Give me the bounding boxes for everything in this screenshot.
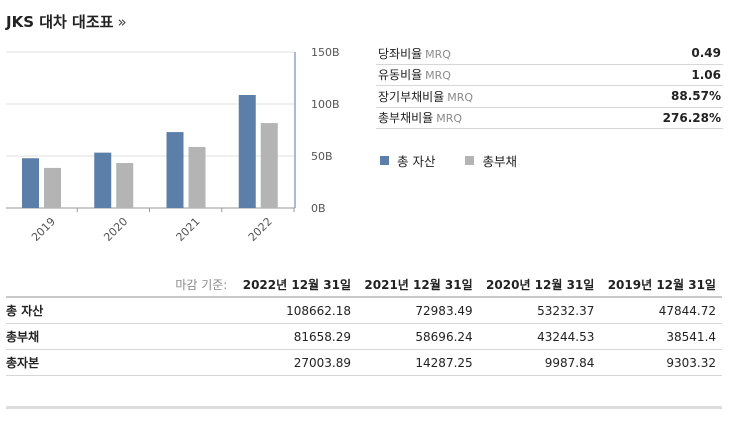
ratio-row-quick: 당좌비율 MRQ 0.49: [376, 43, 723, 65]
y-tick-label: 50B: [311, 150, 333, 163]
ratio-name: 유동비율: [378, 68, 423, 83]
bar-total-assets-2021: [166, 132, 184, 208]
page-title: JKS 대차 대조표»: [6, 11, 127, 32]
period-header: 2019년 12월 31일: [607, 277, 716, 292]
table-cell: 47844.72: [658, 303, 717, 318]
y-tick-label: 100B: [311, 98, 340, 111]
chart-legend: 총 자산 총부채: [380, 151, 517, 170]
ratio-suffix: MRQ: [425, 47, 451, 61]
bar-total-assets-2020: [94, 152, 112, 208]
ratio-suffix: MRQ: [447, 90, 474, 104]
table-cell: 81658.29: [293, 329, 351, 344]
ratio-name: 총부채비율: [378, 111, 434, 126]
ratio-label: 총부채비율 MRQ: [378, 109, 462, 126]
ratio-row-total-debt: 총부채비율 MRQ 276.28%: [376, 108, 723, 129]
period-header: 2021년 12월 31일: [364, 277, 473, 292]
bar-total-assets-2019: [22, 158, 39, 208]
x-tick-label: 2019: [29, 215, 58, 244]
x-tick-label: 2020: [101, 215, 130, 244]
row-label: 총부채: [6, 330, 40, 344]
table-cell: 14287.25: [415, 355, 473, 370]
table-row-total-equity: 총자본 27003.89 14287.25 9987.84 9303.32: [6, 350, 722, 376]
ratio-label: 장기부채비율 MRQ: [378, 88, 473, 105]
table-cell: 27003.89: [293, 355, 351, 370]
legend-item-assets: 총 자산: [380, 151, 435, 170]
legend-swatch-liabilities: [465, 156, 475, 165]
ratio-suffix: MRQ: [436, 112, 462, 126]
ratio-label: 유동비율 MRQ: [378, 66, 451, 83]
x-tick-label: 2021: [174, 215, 203, 244]
balance-sheet-chart: 150B 100B 50B 0B 2019 2020 2021 2022: [6, 46, 340, 244]
x-tick-label: 2022: [246, 215, 275, 244]
bar-total-liabilities-2022: [260, 123, 278, 208]
ratio-value: 88.57%: [671, 89, 721, 104]
table-cell: 72983.49: [415, 303, 473, 318]
period-label: 마감 기준:: [175, 277, 228, 292]
more-link-icon[interactable]: »: [117, 13, 127, 31]
period-header: 2020년 12월 31일: [486, 277, 595, 292]
table-cell: 38541.4: [666, 329, 717, 344]
period-header: 2022년 12월 31일: [242, 277, 352, 292]
legend-item-liabilities: 총부채: [465, 151, 517, 170]
ratio-value: 1.06: [691, 67, 721, 82]
table-cell: 58696.24: [415, 329, 473, 344]
bottom-divider: [6, 406, 722, 409]
y-tick-label: 150B: [311, 46, 340, 59]
table-header-row: 마감 기준: 2022년 12월 31일 2021년 12월 31일 2020년…: [6, 272, 722, 298]
table-cell: 43244.53: [537, 329, 595, 344]
ratio-name: 당좌비율: [378, 46, 423, 61]
bar-total-assets-2022: [238, 94, 256, 208]
balance-sheet-table: 마감 기준: 2022년 12월 31일 2021년 12월 31일 2020년…: [6, 272, 722, 376]
legend-label: 총부채: [482, 154, 517, 169]
table-row-total-assets: 총 자산 108662.18 72983.49 53232.37 47844.7…: [6, 298, 722, 324]
y-tick-label: 0B: [311, 202, 326, 215]
table-cell: 108662.18: [286, 303, 351, 318]
row-label: 총 자산: [6, 304, 44, 318]
ratio-name: 장기부채비율: [378, 89, 445, 104]
ratio-suffix: MRQ: [425, 69, 451, 83]
row-label: 총자본: [6, 356, 40, 370]
ratio-row-current: 유동비율 MRQ 1.06: [376, 65, 723, 86]
legend-swatch-assets: [380, 156, 389, 165]
table-cell: 9303.32: [666, 355, 717, 370]
ratio-list: 당좌비율 MRQ 0.49 유동비율 MRQ 1.06 장기부채비율 MRQ 88.5…: [376, 43, 723, 129]
table-row-total-liabilities: 총부채 81658.29 58696.24 43244.53 38541.4: [6, 324, 722, 350]
bar-total-liabilities-2021: [188, 146, 206, 208]
legend-label: 총 자산: [397, 154, 436, 169]
table-cell: 9987.84: [544, 355, 595, 370]
bar-total-liabilities-2020: [116, 163, 134, 208]
bar-total-liabilities-2019: [44, 167, 61, 208]
ratio-row-lt-debt: 장기부채비율 MRQ 88.57%: [376, 86, 723, 108]
ratio-value: 0.49: [691, 46, 721, 61]
ratio-label: 당좌비율 MRQ: [378, 45, 451, 62]
title-text: JKS 대차 대조표: [6, 13, 114, 31]
ratio-value: 276.28%: [662, 110, 721, 125]
table-cell: 53232.37: [537, 303, 595, 318]
